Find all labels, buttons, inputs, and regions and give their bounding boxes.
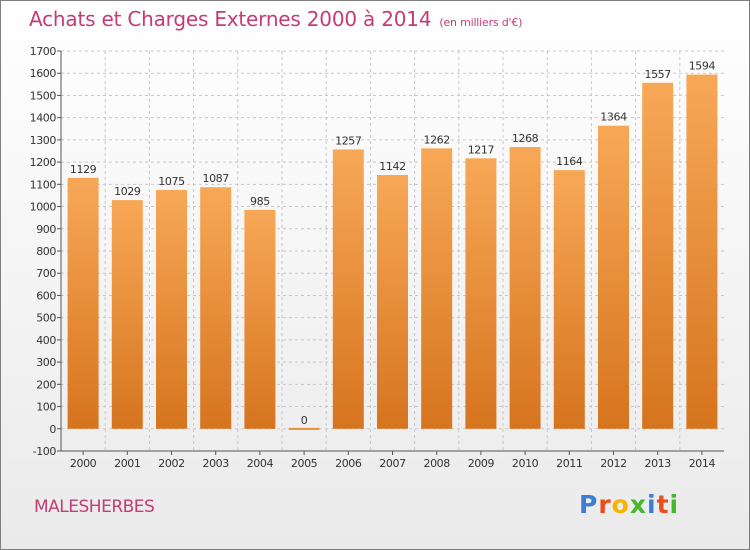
bar <box>288 427 320 430</box>
bar <box>200 187 232 429</box>
y-tick-label: 500 <box>36 312 56 325</box>
bar-data-label: 1164 <box>556 155 583 168</box>
y-tick-label: 1000 <box>30 201 57 214</box>
axes: -100 0 100 200 300 400 500 600 700 800 900 1000 1100… <box>30 45 724 470</box>
bar-data-label: 985 <box>250 195 270 208</box>
x-tick-label: 2013 <box>644 457 671 470</box>
logo-letter: t <box>656 490 670 519</box>
bar <box>156 189 187 429</box>
logo-letter: i <box>669 490 680 519</box>
y-tick-label: 1200 <box>30 156 57 169</box>
x-tick-label: 2009 <box>468 457 495 470</box>
data-labels: 1129 1029 1075 1087 985 0 1257 1142 1262 1217 1268… <box>70 60 716 427</box>
bar <box>598 125 629 429</box>
y-tick-label: -100 <box>33 445 57 458</box>
bar <box>421 148 453 429</box>
y-tick-label: 900 <box>36 223 56 236</box>
bar-data-label: 1087 <box>202 172 229 185</box>
bar <box>642 82 674 429</box>
y-tick-label: 100 <box>36 401 56 414</box>
bar <box>377 175 408 429</box>
x-tick-label: 2006 <box>335 457 362 470</box>
y-tick-label: 1600 <box>30 67 57 80</box>
x-tick-label: 2014 <box>689 457 716 470</box>
bar <box>465 158 497 429</box>
bar <box>111 200 143 429</box>
y-tick-label: 1400 <box>30 112 57 125</box>
bar <box>67 177 99 429</box>
x-tick-label: 2003 <box>202 457 229 470</box>
bar-data-label: 1257 <box>335 134 362 147</box>
x-tick-label: 2007 <box>379 457 406 470</box>
bar-data-label: 1557 <box>644 68 671 81</box>
bar-data-label: 1217 <box>468 143 495 156</box>
bar <box>244 209 276 429</box>
chart-title: Achats et Charges Externes 2000 à 2014 (e… <box>29 7 522 31</box>
y-tick-label: 1300 <box>30 134 57 147</box>
y-tick-label: 0 <box>49 423 56 436</box>
bar-data-label: 1364 <box>600 111 627 124</box>
y-tick-label: 1500 <box>30 89 57 102</box>
x-tick-label: 2010 <box>512 457 539 470</box>
x-tick-label: 2008 <box>423 457 450 470</box>
x-tick-label: 2012 <box>600 457 626 470</box>
x-tick-label: 2000 <box>70 457 97 470</box>
bar-data-label: 1129 <box>70 163 97 176</box>
y-tick-label: 200 <box>36 378 56 391</box>
x-tick-label: 2004 <box>247 457 274 470</box>
bar-data-label: 1029 <box>114 185 141 198</box>
y-tick-label: 600 <box>36 289 56 302</box>
y-tick-label: 300 <box>36 356 56 369</box>
bar-data-label: 1075 <box>158 175 185 188</box>
city-name: MALESHERBES <box>34 497 155 517</box>
bars <box>67 74 718 430</box>
x-tick-label: 2011 <box>556 457 582 470</box>
x-tick-label: 2002 <box>158 457 184 470</box>
logo-letter: r <box>598 490 612 519</box>
y-tick-label: 700 <box>36 267 56 280</box>
bar <box>509 147 541 429</box>
bar-data-label: 1262 <box>423 133 449 146</box>
bar-data-label: 1142 <box>379 160 405 173</box>
bar-data-label: 0 <box>301 414 308 427</box>
chart-unit: (en milliers d'€) <box>439 16 523 29</box>
logo-letter: o <box>611 490 630 519</box>
bar-data-label: 1594 <box>689 60 716 73</box>
x-tick-label: 2005 <box>291 457 318 470</box>
bar <box>332 149 364 429</box>
logo-letter: x <box>629 490 647 519</box>
logo-letter: i <box>647 490 657 519</box>
logo-letter: P <box>579 490 599 519</box>
proxiti-logo[interactable]: Proxiti <box>579 490 679 519</box>
bar-data-label: 1268 <box>512 132 539 145</box>
chart-title-text: Achats et Charges Externes 2000 à 2014 <box>29 7 432 31</box>
bar <box>553 170 585 429</box>
bar <box>686 74 718 429</box>
x-tick-label: 2001 <box>114 457 140 470</box>
y-tick-label: 400 <box>36 334 56 347</box>
y-tick-label: 800 <box>36 245 56 258</box>
y-tick-label: 1100 <box>30 178 57 191</box>
y-tick-label: 1700 <box>30 45 57 58</box>
